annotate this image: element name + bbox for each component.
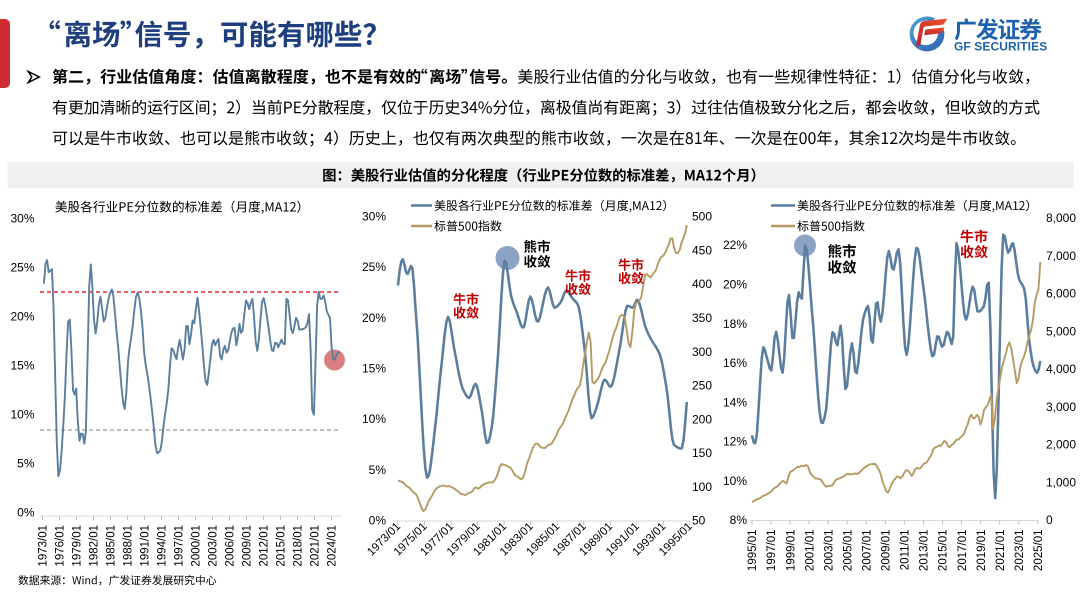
svg-text:15%: 15% bbox=[10, 359, 34, 373]
svg-text:1999/01: 1999/01 bbox=[785, 530, 797, 572]
svg-text:1997/01: 1997/01 bbox=[174, 525, 186, 567]
svg-text:30%: 30% bbox=[10, 212, 34, 226]
svg-text:100: 100 bbox=[692, 480, 712, 494]
svg-text:5,000: 5,000 bbox=[1046, 324, 1076, 338]
svg-text:1,000: 1,000 bbox=[1046, 475, 1076, 489]
svg-text:350: 350 bbox=[692, 311, 712, 325]
svg-text:2018/01: 2018/01 bbox=[293, 525, 305, 567]
svg-text:2006/01: 2006/01 bbox=[225, 525, 237, 567]
svg-text:5%: 5% bbox=[17, 457, 35, 471]
svg-text:12%: 12% bbox=[723, 435, 747, 449]
svg-text:2009/01: 2009/01 bbox=[881, 530, 893, 572]
svg-text:2012/01: 2012/01 bbox=[259, 525, 271, 567]
svg-text:300: 300 bbox=[692, 345, 712, 359]
svg-text:2019/01: 2019/01 bbox=[976, 530, 988, 572]
svg-text:2001/01: 2001/01 bbox=[804, 530, 816, 572]
svg-text:1988/01: 1988/01 bbox=[123, 525, 135, 567]
svg-text:500: 500 bbox=[692, 210, 712, 224]
svg-text:0%: 0% bbox=[17, 506, 35, 520]
svg-text:15%: 15% bbox=[362, 362, 386, 376]
svg-text:400: 400 bbox=[692, 277, 712, 291]
svg-text:20%: 20% bbox=[362, 311, 386, 325]
svg-text:2015/01: 2015/01 bbox=[938, 530, 950, 572]
svg-text:20%: 20% bbox=[723, 278, 747, 292]
svg-text:22%: 22% bbox=[723, 238, 747, 252]
svg-text:450: 450 bbox=[692, 244, 712, 258]
svg-text:1997/01: 1997/01 bbox=[766, 530, 778, 572]
svg-text:2025/01: 2025/01 bbox=[1033, 530, 1045, 572]
svg-text:20%: 20% bbox=[10, 310, 34, 324]
svg-text:1985/01: 1985/01 bbox=[106, 525, 118, 567]
svg-text:2024/01: 2024/01 bbox=[327, 525, 339, 567]
svg-text:7,000: 7,000 bbox=[1046, 249, 1076, 263]
svg-text:2003/01: 2003/01 bbox=[823, 530, 835, 572]
svg-text:2009/01: 2009/01 bbox=[242, 525, 254, 567]
svg-text:1979/01: 1979/01 bbox=[72, 525, 84, 567]
svg-text:10%: 10% bbox=[10, 408, 34, 422]
svg-text:200: 200 bbox=[692, 412, 712, 426]
svg-text:25%: 25% bbox=[362, 260, 386, 274]
svg-text:2003/01: 2003/01 bbox=[208, 525, 220, 567]
svg-text:2017/01: 2017/01 bbox=[957, 530, 969, 572]
svg-text:1976/01: 1976/01 bbox=[55, 525, 67, 567]
svg-text:10%: 10% bbox=[362, 412, 386, 426]
svg-text:2021/01: 2021/01 bbox=[310, 525, 322, 567]
svg-text:GF SECURITIES: GF SECURITIES bbox=[954, 40, 1047, 54]
svg-text:8%: 8% bbox=[730, 513, 748, 527]
svg-text:2015/01: 2015/01 bbox=[276, 525, 288, 567]
svg-text:2021/01: 2021/01 bbox=[995, 530, 1007, 572]
svg-text:6,000: 6,000 bbox=[1046, 287, 1076, 301]
svg-text:10%: 10% bbox=[723, 474, 747, 488]
svg-text:1982/01: 1982/01 bbox=[89, 525, 101, 567]
svg-text:2007/01: 2007/01 bbox=[862, 530, 874, 572]
svg-text:5%: 5% bbox=[369, 463, 387, 477]
svg-text:0%: 0% bbox=[369, 514, 387, 528]
svg-text:1973/01: 1973/01 bbox=[38, 525, 50, 567]
svg-text:2,000: 2,000 bbox=[1046, 438, 1076, 452]
svg-text:150: 150 bbox=[692, 446, 712, 460]
svg-text:0: 0 bbox=[1046, 513, 1053, 527]
svg-text:25%: 25% bbox=[10, 261, 34, 275]
svg-text:1991/01: 1991/01 bbox=[140, 525, 152, 567]
svg-text:2000/01: 2000/01 bbox=[191, 525, 203, 567]
svg-text:250: 250 bbox=[692, 379, 712, 393]
svg-text:30%: 30% bbox=[362, 210, 386, 224]
svg-text:8,000: 8,000 bbox=[1046, 211, 1076, 225]
svg-text:1994/01: 1994/01 bbox=[157, 525, 169, 567]
svg-text:2013/01: 2013/01 bbox=[919, 530, 931, 572]
svg-text:2005/01: 2005/01 bbox=[843, 530, 855, 572]
svg-text:16%: 16% bbox=[723, 356, 747, 370]
svg-text:50: 50 bbox=[692, 514, 706, 528]
svg-text:4,000: 4,000 bbox=[1046, 362, 1076, 376]
svg-text:18%: 18% bbox=[723, 317, 747, 331]
svg-text:2011/01: 2011/01 bbox=[900, 530, 912, 571]
svg-text:14%: 14% bbox=[723, 395, 747, 409]
svg-text:1995/01: 1995/01 bbox=[747, 530, 759, 572]
svg-text:3,000: 3,000 bbox=[1046, 400, 1076, 414]
svg-text:2023/01: 2023/01 bbox=[1014, 530, 1026, 572]
